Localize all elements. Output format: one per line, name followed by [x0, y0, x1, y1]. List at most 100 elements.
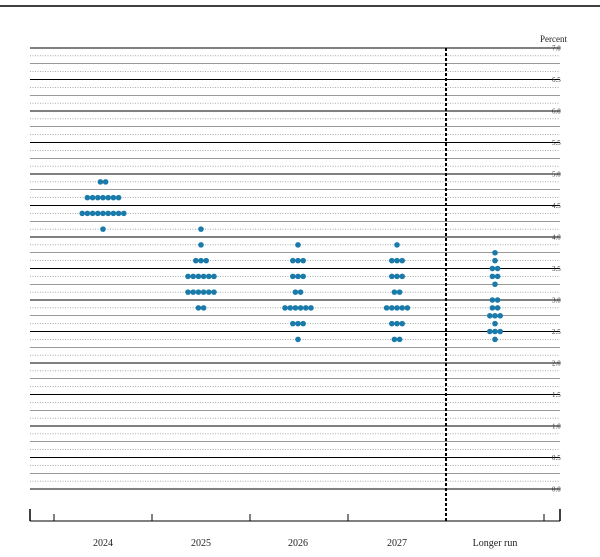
- dot: [200, 289, 207, 295]
- dot: [290, 320, 296, 327]
- dot: [492, 281, 498, 288]
- dot: [492, 249, 498, 256]
- dot: [79, 210, 85, 217]
- dot: [489, 273, 496, 280]
- dot: [95, 194, 101, 201]
- dot: [198, 242, 204, 248]
- dot: [211, 289, 217, 295]
- dot: [100, 194, 106, 201]
- category-label: 2025: [191, 538, 211, 549]
- dot: [394, 242, 400, 248]
- dot: [295, 320, 301, 327]
- x-axis: [29, 509, 561, 522]
- dot: [494, 273, 501, 280]
- dot: [203, 257, 209, 264]
- y-tick-label: 4.0: [552, 234, 561, 242]
- dot: [489, 305, 496, 311]
- category-labels: 2024 2025 2026 2027 Longer run: [93, 538, 517, 549]
- dot: [404, 305, 411, 311]
- dot: [300, 320, 307, 327]
- dot: [200, 273, 207, 280]
- dot: [105, 194, 111, 201]
- dot: [303, 305, 309, 311]
- dot: [295, 336, 301, 343]
- dot: [399, 273, 406, 280]
- y-tick-label: 2.5: [552, 328, 561, 336]
- dot: [206, 289, 212, 295]
- dot: [287, 305, 294, 311]
- dot: [100, 210, 106, 217]
- dot: [292, 305, 299, 311]
- dot: [211, 273, 217, 280]
- dot: [300, 273, 307, 280]
- dot: [193, 257, 199, 264]
- gridlines: [30, 47, 560, 490]
- dot: [97, 179, 104, 185]
- y-tick-label: 1.0: [552, 423, 561, 431]
- dot: [494, 265, 501, 272]
- dot: [190, 273, 196, 280]
- y-tick-label: 7.0: [552, 45, 561, 53]
- dot: [110, 210, 117, 217]
- y-tick-label: 2.0: [552, 360, 561, 368]
- y-tick-label: 3.0: [552, 297, 561, 305]
- y-tick-label: 6.0: [552, 108, 561, 116]
- dot: [115, 194, 122, 201]
- dots: [79, 179, 504, 343]
- dot: [389, 257, 395, 264]
- dot: [394, 273, 400, 280]
- dot: [396, 289, 403, 295]
- dot: [95, 210, 101, 217]
- y-tick-labels: 0.0 0.5 1.0 1.5 2.0 2.5 3.0 3.5 4.0 4.5 5.0 5.5 6.0 6…: [552, 45, 561, 494]
- dot: [105, 210, 111, 217]
- dot: [102, 179, 109, 185]
- dot: [497, 312, 504, 319]
- dot: [110, 194, 117, 201]
- category-label: 2024: [93, 538, 113, 549]
- dot: [492, 328, 498, 335]
- y-tick-label: 5.5: [552, 139, 561, 147]
- dot: [89, 210, 96, 217]
- dot: [399, 305, 406, 311]
- dot: [492, 320, 498, 327]
- category-label: 2027: [387, 538, 407, 549]
- category-label: 2026: [288, 538, 308, 549]
- dot: [290, 257, 296, 264]
- dot: [195, 305, 202, 311]
- dot: [206, 273, 212, 280]
- dot: [282, 305, 288, 311]
- dot: [383, 305, 390, 311]
- dot: [100, 226, 106, 232]
- y-tick-label: 3.5: [552, 265, 561, 273]
- dot: [195, 289, 202, 295]
- dot: [290, 273, 296, 280]
- dot: [297, 289, 304, 295]
- dot: [198, 226, 204, 232]
- dot: [295, 242, 301, 248]
- dot: [295, 257, 301, 264]
- dot: [89, 194, 96, 201]
- dot: [389, 273, 395, 280]
- dot: [489, 265, 496, 272]
- dot: [396, 336, 403, 343]
- dot: [394, 257, 400, 264]
- dot: [297, 305, 304, 311]
- dot: [389, 320, 395, 327]
- dot: [121, 210, 127, 217]
- dot: [399, 320, 406, 327]
- y-tick-label: 0.0: [552, 486, 561, 494]
- y-tick-label: 6.5: [552, 76, 561, 84]
- dot: [185, 273, 191, 280]
- dot: [84, 210, 91, 217]
- dot: [198, 257, 204, 264]
- dot: [200, 305, 207, 311]
- dot: [497, 328, 504, 335]
- dot: [190, 289, 196, 295]
- dot: [308, 305, 314, 311]
- dot: [492, 336, 498, 343]
- dot: [389, 305, 395, 311]
- dot: [487, 312, 493, 319]
- dot: [394, 305, 400, 311]
- dot: [492, 257, 498, 264]
- y-tick-label: 4.5: [552, 202, 561, 210]
